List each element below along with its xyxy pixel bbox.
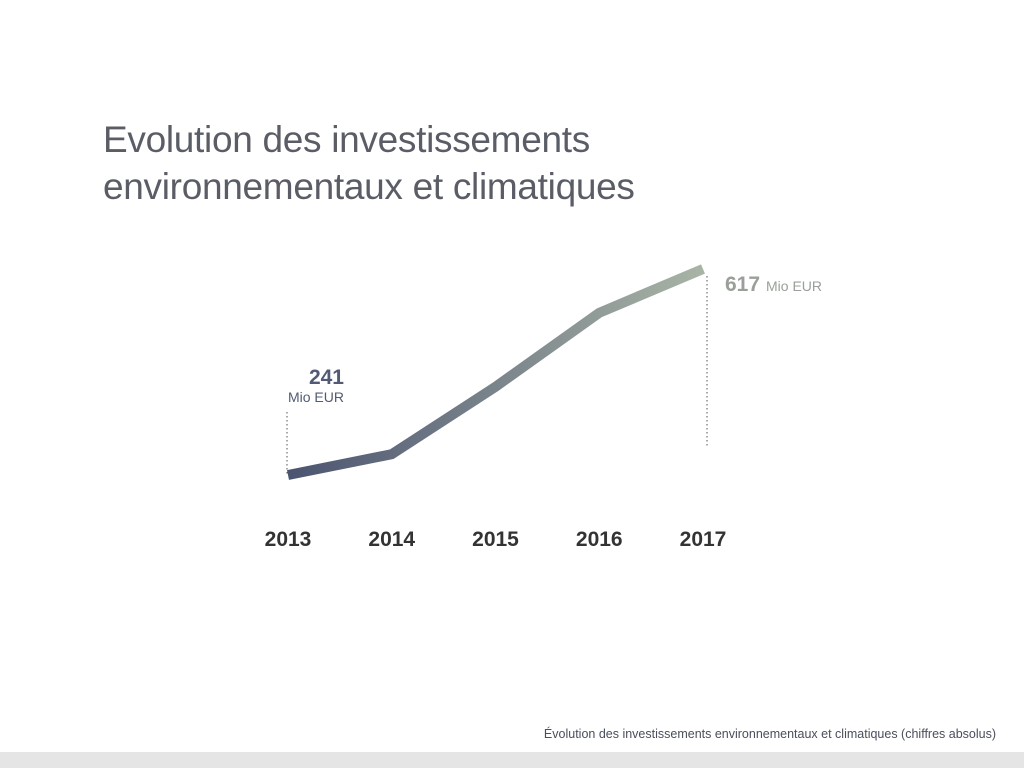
series-line (287, 264, 705, 480)
annotation-value-end: 617 (725, 273, 760, 296)
chart-title: Evolution des investissements environnem… (103, 116, 635, 210)
annotation-value-start: 241 (309, 366, 344, 389)
x-tick-label-2015: 2015 (472, 528, 519, 551)
x-tick-label-2013: 2013 (265, 528, 312, 551)
x-tick-label-2017: 2017 (680, 528, 727, 551)
title-line-1: Evolution des investissements (103, 119, 590, 160)
chart-caption: Évolution des investissements environnem… (543, 727, 996, 741)
title-line-2: environnementaux et climatiques (103, 166, 635, 207)
x-tick-label-2014: 2014 (368, 528, 415, 551)
annotation-unit-end: Mio EUR (766, 278, 822, 294)
annotation-unit-start: Mio EUR (288, 389, 344, 405)
x-tick-label-2016: 2016 (576, 528, 623, 551)
bottom-bar (0, 752, 1024, 768)
